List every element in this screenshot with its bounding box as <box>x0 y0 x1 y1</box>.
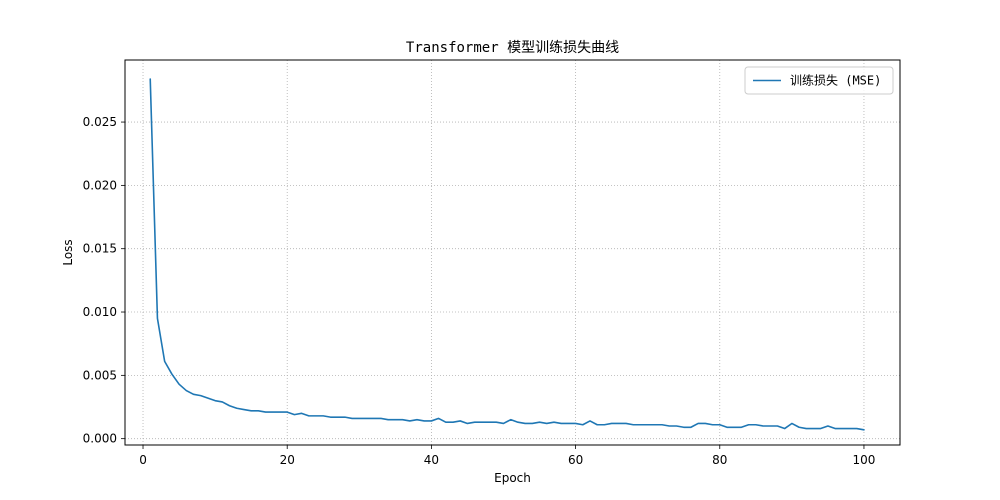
y-tick-label: 0.010 <box>83 305 117 319</box>
legend-label: 训练损失 (MSE) <box>790 73 881 88</box>
chart-title: Transformer 模型训练损失曲线 <box>406 40 619 56</box>
y-tick-label: 0.015 <box>83 242 117 256</box>
x-tick-label: 80 <box>712 453 727 467</box>
legend-box <box>744 66 894 95</box>
series-layer <box>149 78 865 431</box>
y-tick-label: 0.025 <box>83 115 117 129</box>
y-axis-label: Loss <box>61 239 75 265</box>
x-tick-label: 20 <box>280 453 295 467</box>
y-tick-label: 0.020 <box>83 178 117 192</box>
x-axis-label: Epoch <box>494 471 531 485</box>
series-line-0 <box>149 78 865 431</box>
grid <box>125 60 900 445</box>
legend: 训练损失 (MSE) <box>744 66 894 95</box>
x-tick-label: 60 <box>568 453 583 467</box>
x-tick-label: 100 <box>853 453 876 467</box>
y-tick-label: 0.005 <box>83 368 117 382</box>
x-tick-label: 0 <box>139 453 147 467</box>
plot-area-frame <box>124 59 901 446</box>
x-tick-label: 40 <box>424 453 439 467</box>
axis-ticks: 0 20 40 60 80 100 0.000 0.005 0.010 0.015 0.020 0.0… <box>83 115 876 467</box>
y-tick-label: 0.000 <box>83 432 117 446</box>
